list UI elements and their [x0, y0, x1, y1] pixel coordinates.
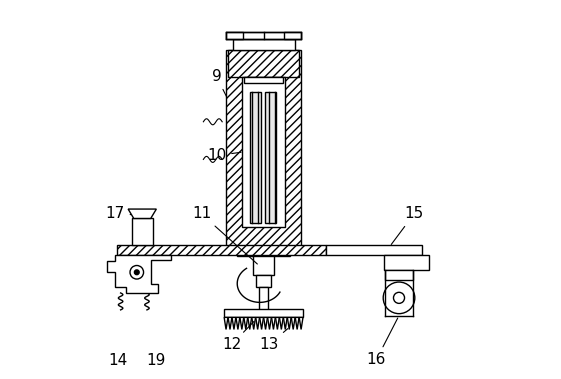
Polygon shape: [128, 209, 157, 218]
Text: 14: 14: [108, 353, 127, 368]
Text: 16: 16: [367, 318, 398, 367]
Polygon shape: [283, 318, 287, 329]
Polygon shape: [232, 318, 236, 329]
Circle shape: [135, 270, 139, 275]
Polygon shape: [264, 318, 268, 329]
Polygon shape: [268, 318, 272, 329]
Polygon shape: [236, 318, 240, 329]
Bar: [228, 50, 300, 77]
Text: 17: 17: [105, 207, 131, 221]
Bar: [284, 32, 301, 39]
Text: 9: 9: [211, 69, 227, 97]
Bar: [237, 246, 290, 257]
Bar: [244, 77, 283, 83]
Text: 10: 10: [207, 148, 241, 163]
Bar: [259, 287, 268, 314]
Polygon shape: [291, 318, 295, 329]
Polygon shape: [287, 318, 291, 329]
Bar: [253, 257, 274, 275]
Polygon shape: [244, 318, 248, 329]
Polygon shape: [108, 255, 172, 293]
Polygon shape: [256, 318, 260, 329]
Bar: [226, 32, 243, 39]
Polygon shape: [252, 318, 256, 329]
Bar: [256, 275, 271, 287]
Polygon shape: [248, 318, 252, 329]
Bar: [224, 309, 303, 318]
Text: 12: 12: [222, 321, 254, 352]
Bar: [250, 92, 261, 223]
Bar: [226, 50, 301, 246]
Polygon shape: [224, 318, 228, 329]
Polygon shape: [240, 318, 243, 329]
Text: 13: 13: [260, 329, 288, 352]
Text: 15: 15: [391, 207, 424, 244]
Polygon shape: [228, 318, 232, 329]
Polygon shape: [260, 318, 264, 329]
Polygon shape: [275, 318, 279, 329]
Bar: [117, 245, 325, 255]
Bar: [325, 245, 421, 255]
Bar: [265, 92, 276, 223]
Polygon shape: [272, 318, 275, 329]
Polygon shape: [295, 318, 299, 329]
Polygon shape: [299, 318, 303, 329]
Bar: [232, 39, 295, 50]
Bar: [132, 218, 153, 245]
Bar: [226, 32, 301, 39]
Polygon shape: [279, 318, 283, 329]
Bar: [384, 255, 429, 269]
Bar: [242, 77, 285, 227]
Bar: [385, 269, 413, 280]
Text: 11: 11: [192, 207, 257, 264]
Text: 19: 19: [146, 353, 165, 368]
